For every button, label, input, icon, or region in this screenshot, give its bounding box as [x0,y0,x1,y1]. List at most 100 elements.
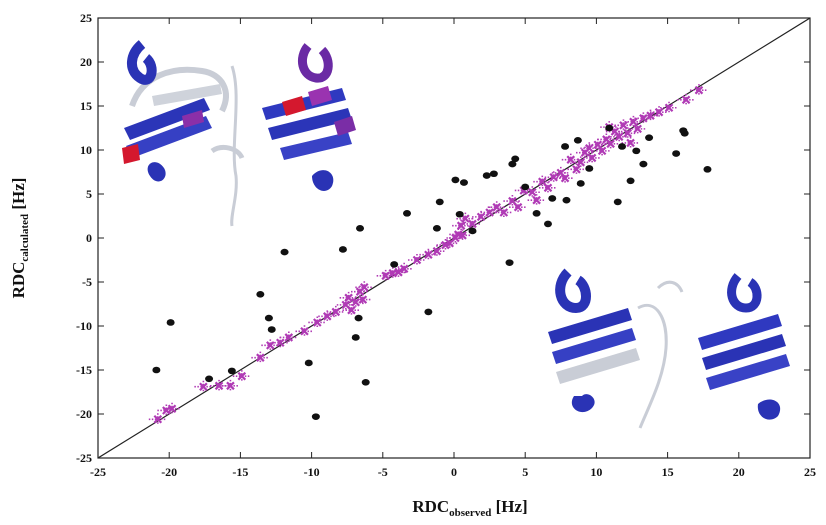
data-point-x [395,262,414,275]
data-point-x [523,186,542,199]
data-point-circle [256,291,265,298]
data-point-circle [459,179,468,186]
x-axis-title: RDCobserved [Hz] [412,497,527,519]
protein-ribbon-structure-icon [548,268,790,429]
data-point-x [456,212,475,225]
x-tick-label: 20 [733,465,745,479]
data-point-x [628,122,647,135]
data-point-x [660,101,679,114]
data-point-circle [626,177,635,185]
data-point-x [556,172,575,185]
data-point-circle [280,248,289,256]
data-point-circle [508,160,517,168]
data-point-x [621,136,640,149]
data-point-x [533,175,552,188]
data-point-x [251,351,270,364]
data-point-circle [576,180,585,187]
data-point-circle [468,227,477,235]
data-point-circle [304,359,313,367]
y-tick-label: -20 [76,407,92,421]
data-point-x [148,413,167,426]
data-point-x [453,229,472,242]
data-point-x [567,163,586,176]
data-point-x [407,254,426,266]
x-tick-label: 0 [451,465,457,479]
data-point-circle [672,150,681,157]
data-point-x [472,210,491,223]
data-point-circle [351,334,360,341]
y-tick-label: 20 [80,55,92,69]
data-point-x [588,138,607,151]
data-point-x [232,370,251,383]
y-tick-label: 0 [86,231,92,245]
data-point-x [571,156,590,169]
data-point-x [353,293,372,306]
data-point-x [427,245,446,258]
data-point-x [503,195,522,208]
data-point-x [355,281,374,294]
data-point-circle [338,246,347,253]
data-point-x [419,248,438,261]
data-point-x [650,106,669,119]
data-point-circle [311,413,320,420]
data-point-circle [205,375,214,383]
data-point-circle [354,314,363,322]
data-point-x [326,305,345,318]
data-point-circle [613,198,622,206]
y-tick-label: -25 [76,451,92,465]
data-point-x [601,137,620,150]
data-point-circle [264,314,273,322]
data-point-circle [639,160,648,168]
data-point-x [163,402,182,415]
data-point-x [593,144,612,157]
data-point-circle [562,196,571,204]
data-point-circle [645,134,654,141]
data-point-x [677,93,696,106]
y-tick-label: -10 [76,319,92,333]
data-point-circle [532,210,541,217]
x-tick-label: 5 [522,465,528,479]
y-tick-label: -15 [76,363,92,377]
data-point-circle [618,143,627,150]
y-tick-label: 25 [80,11,92,25]
data-point-circle [489,170,498,178]
data-point-x [318,310,337,323]
y-tick-label: 10 [80,143,92,157]
data-point-circle [451,176,460,184]
data-point-circle [152,366,161,374]
data-point-x [342,304,361,317]
data-point-circle [166,319,175,326]
y-tick-label: 15 [80,99,92,113]
data-point-circle [679,127,688,134]
data-point-circle [356,225,365,232]
x-tick-label: 10 [590,465,602,479]
data-point-circle [424,308,433,316]
data-point-circle [403,210,412,217]
data-point-x [624,115,643,128]
data-point-x [271,336,290,349]
data-point-circle [543,220,552,228]
x-tick-label: -25 [90,465,106,479]
data-point-circle [573,137,582,144]
data-point-circle [227,367,236,375]
data-point-x [527,194,546,207]
data-point-circle [455,210,464,218]
data-point-x [614,119,633,132]
data-point-x [538,181,557,194]
data-point-x [221,379,240,392]
data-point-circle [605,124,614,132]
data-point-x [509,201,528,214]
x-tick-label: -10 [304,465,320,479]
data-point-x [618,127,637,140]
x-tick-label: 15 [662,465,674,479]
data-point-circle [267,326,276,333]
data-point-x [487,201,506,214]
x-tick-label: 25 [804,465,816,479]
data-point-x [689,84,708,97]
x-tick-label: -15 [232,465,248,479]
data-point-x [308,316,327,329]
data-point-circle [548,195,557,202]
data-point-circle [482,172,491,179]
data-point-x [339,291,358,304]
